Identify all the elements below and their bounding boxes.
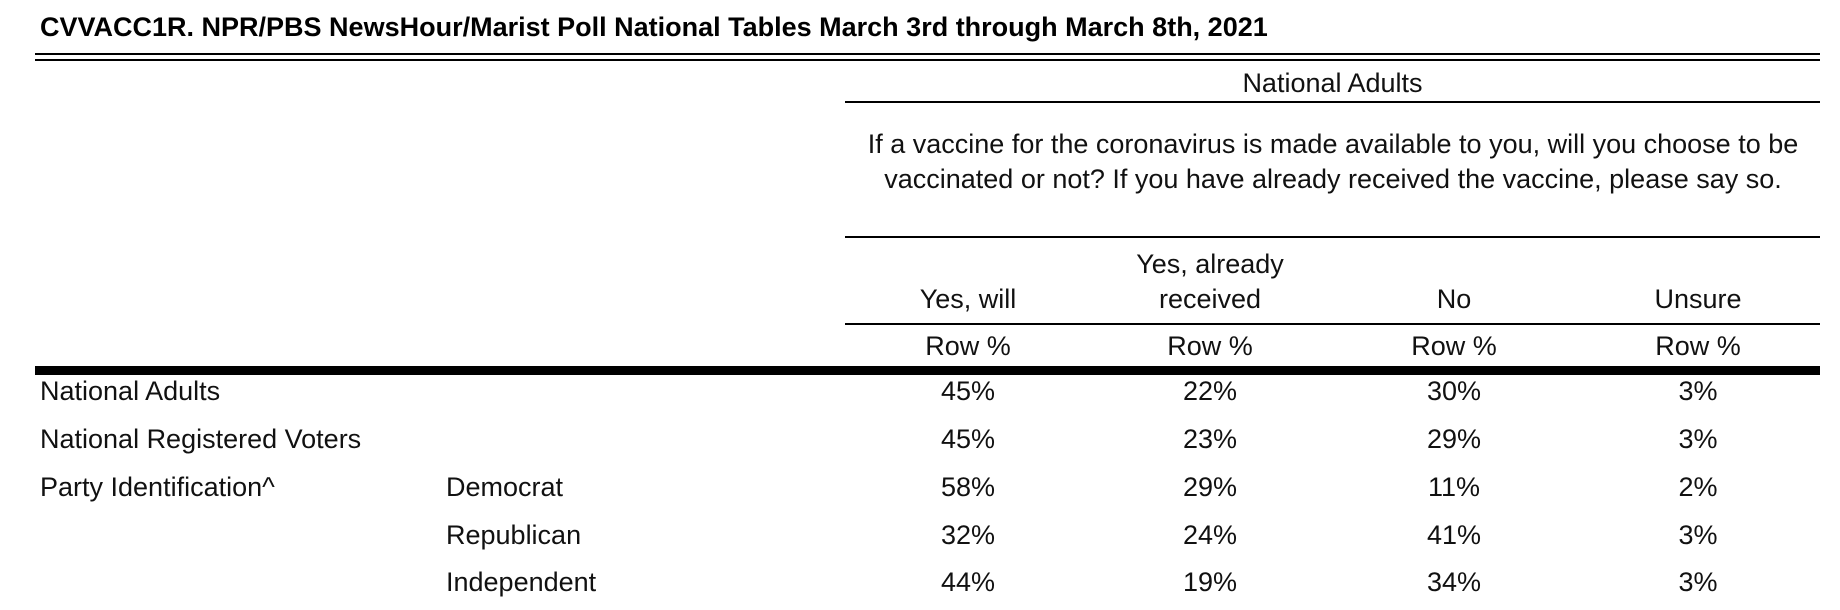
table-cell: 29% <box>1182 472 1238 502</box>
row-group-label: National Registered Voters <box>40 424 362 454</box>
title-rule-top <box>35 53 1820 55</box>
table-cell: 19% <box>1182 567 1238 597</box>
table-cell: 2% <box>1678 472 1718 502</box>
table-cell: 22% <box>1182 376 1238 406</box>
table-cell: 29% <box>1426 424 1482 454</box>
column-header-rule <box>845 323 1820 325</box>
row-pct-label: Row % <box>925 331 1011 361</box>
title-rule-bottom <box>35 59 1820 61</box>
row-sub-label: Republican <box>446 520 582 550</box>
table-cell: 3% <box>1678 520 1718 550</box>
row-sub-label: Independent <box>446 567 597 597</box>
table-cell: 30% <box>1426 376 1482 406</box>
column-header-label: Unsure <box>1654 284 1742 314</box>
table-cell: 11% <box>1427 472 1481 502</box>
row-pct-label: Row % <box>1167 331 1253 361</box>
row-group-label: National Adults <box>40 376 221 406</box>
table-cell: 41% <box>1426 520 1482 550</box>
table-title: CVVACC1R. NPR/PBS NewsHour/Marist Poll N… <box>40 12 1268 42</box>
column-header-label: Yes, will <box>919 284 1017 314</box>
column-header-no: No <box>1334 247 1574 317</box>
column-header-label: No <box>1436 284 1472 314</box>
row-sub-label: Democrat <box>446 472 564 502</box>
table-cell: 24% <box>1182 520 1238 550</box>
row-pct-label: Row % <box>1411 331 1497 361</box>
banner-rule <box>845 101 1820 103</box>
table-cell: 34% <box>1426 567 1482 597</box>
table-cell: 3% <box>1678 376 1718 406</box>
column-header-yes-will: Yes, will <box>848 247 1088 317</box>
table-cell: 23% <box>1182 424 1238 454</box>
table-cell: 45% <box>940 376 996 406</box>
column-header-yes-already-received: Yes, already received <box>1090 247 1330 317</box>
header-body-divider <box>35 366 1820 375</box>
table-cell: 3% <box>1678 424 1718 454</box>
row-pct-label: Row % <box>1655 331 1741 361</box>
question-text: If a vaccine for the coronavirus is made… <box>867 129 1799 194</box>
column-header-unsure: Unsure <box>1578 247 1818 317</box>
table-cell: 32% <box>940 520 996 550</box>
table-cell: 58% <box>940 472 996 502</box>
column-header-label: Yes, already received <box>1136 249 1284 314</box>
row-group-label: Party Identification^ <box>40 472 275 502</box>
table-cell: 44% <box>940 567 996 597</box>
table-cell: 45% <box>940 424 996 454</box>
banner-label: National Adults <box>1242 68 1423 98</box>
table-cell: 3% <box>1678 567 1718 597</box>
question-rule <box>845 236 1820 238</box>
